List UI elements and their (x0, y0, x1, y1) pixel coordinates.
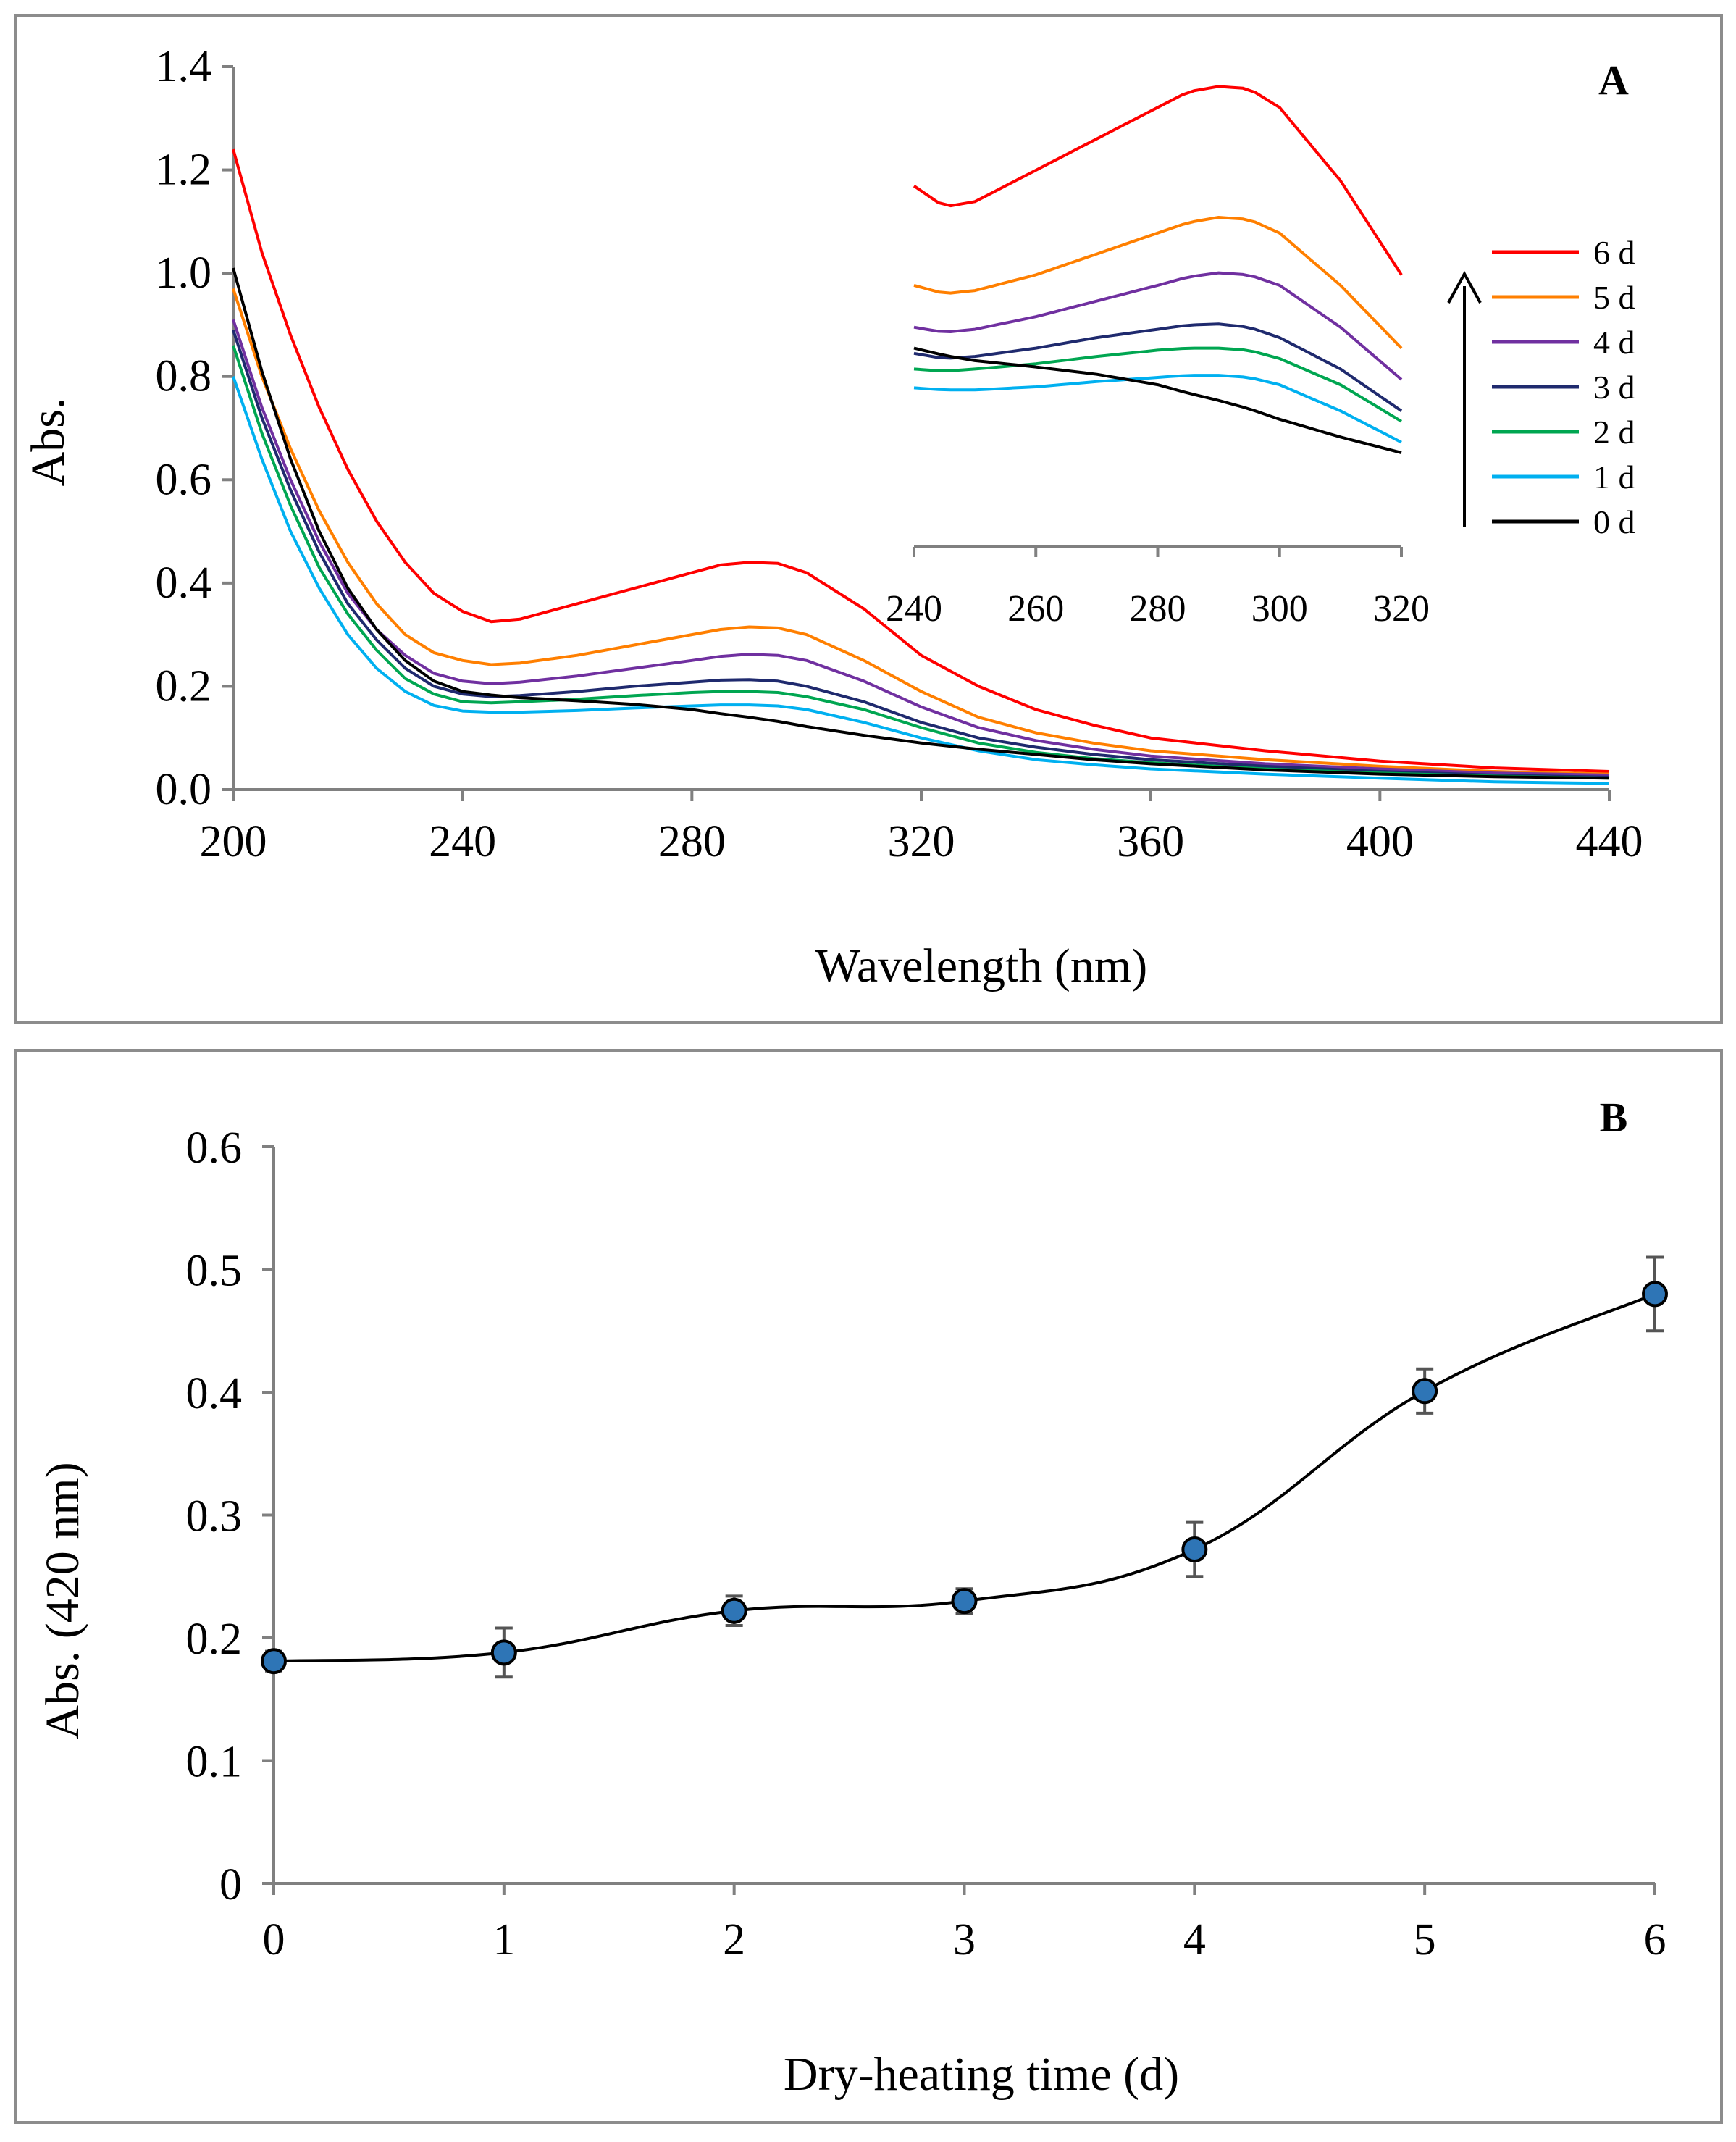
panel-a-y-tick-label: 0.2 (156, 661, 212, 711)
panel-a-series-line-4d (232, 319, 1610, 777)
panel-a-y-axis-title: Abs. (22, 398, 75, 487)
legend-label-4d: 4 d (1593, 324, 1635, 361)
legend-label-2d: 2 d (1593, 414, 1635, 451)
inset-series-line-0d (913, 346, 1402, 454)
panel-a-x-tick-label: 400 (1346, 817, 1414, 866)
panel-a-x-tick-label: 320 (888, 817, 955, 866)
panel-b-plot-area: 0 0.1 0.2 0.3 0.4 0.5 0.6 0 1 2 3 4 5 6 (186, 1124, 1668, 1965)
inset-x-tick-label: 240 (886, 588, 942, 629)
inset-series-line-2d (913, 346, 1403, 423)
legend-label-3d: 3 d (1593, 369, 1635, 406)
panel-b-y-axis-title: Abs. (420 nm) (36, 1462, 89, 1739)
inset-x-tick-label: 320 (1373, 588, 1430, 629)
panel-b-data-point (1642, 1281, 1668, 1308)
panel-b-frame (14, 1049, 1723, 2124)
panel-b-x-tick-label: 1 (492, 1915, 515, 1965)
panel-a-series-line-2d (232, 345, 1610, 780)
panel-a-series-line-3d (232, 329, 1610, 779)
panel-b: 0 0.1 0.2 0.3 0.4 0.5 0.6 0 1 2 3 4 5 6 B Dry-heating… (14, 1049, 1723, 2124)
panel-a-x-tick-label: 440 (1576, 817, 1643, 866)
panel-a-y-tick-label: 0.0 (156, 765, 212, 814)
panel-b-data-point (721, 1597, 747, 1624)
inset-series-line-4d (913, 271, 1403, 381)
panel-a-series-line-0d (232, 267, 1610, 780)
panel-a-y-tick-label: 1.0 (156, 248, 212, 298)
legend-label-6d: 6 d (1593, 234, 1635, 271)
panel-b-x-axis-title: Dry-heating time (d) (784, 2048, 1179, 2101)
panel-b-label: B (1600, 1094, 1628, 1141)
inset-x-tick-label: 260 (1007, 588, 1064, 629)
panel-b-y-tick-label: 0.3 (186, 1492, 243, 1541)
legend-label-0d: 0 d (1593, 503, 1635, 540)
panel-b-x-tick-label: 0 (263, 1915, 285, 1965)
panel-b-x-tick-label: 4 (1183, 1915, 1206, 1965)
panel-b-data-point (490, 1639, 517, 1666)
panel-a-inset: 240 260 280 300 320 (886, 85, 1430, 629)
panel-a-y-tick-label: 0.6 (156, 455, 212, 504)
panel-b-y-tick-label: 0.5 (186, 1247, 243, 1296)
panel-b-data-point (951, 1588, 978, 1615)
panel-b-y-tick-label: 0 (219, 1860, 242, 1909)
inset-series-line-3d (913, 322, 1403, 412)
panel-b-y-tick-label: 0.4 (186, 1369, 243, 1418)
panel-a-legend: 6 d 5 d 4 d 3 d 2 d 1 d 0 d (1447, 234, 1635, 540)
panel-a-x-tick-label: 360 (1117, 817, 1184, 866)
panel-a-x-tick-label: 200 (200, 817, 267, 866)
panel-b-data-point (1181, 1536, 1208, 1562)
panel-a-y-tick-label: 0.4 (156, 558, 212, 608)
panel-b-data-point (261, 1648, 287, 1675)
inset-x-tick-label: 280 (1130, 588, 1186, 629)
panel-a-frame (14, 14, 1723, 1024)
panel-a-x-axis-title: Wavelength (nm) (815, 940, 1147, 992)
panel-a-x-tick-label: 240 (429, 817, 496, 866)
panel-a-y-tick-label: 1.4 (156, 42, 212, 91)
panel-a-series-line-5d (232, 288, 1610, 776)
legend-arrow-head (1447, 270, 1482, 304)
panel-a-series-line-6d (232, 148, 1610, 773)
inset-series-line-1d (913, 374, 1402, 444)
panel-b-x-tick-label: 5 (1414, 1915, 1436, 1965)
panel-b-y-tick-label: 0.1 (186, 1738, 243, 1787)
panel-a: 0.0 0.2 0.4 0.6 0.8 1.0 1.2 1.4 200 240 280 320 360 4… (14, 14, 1723, 1024)
panel-a-y-tick-label: 0.8 (156, 352, 212, 401)
legend-label-1d: 1 d (1593, 459, 1635, 495)
inset-series-line-5d (913, 216, 1403, 349)
panel-b-data-point (1412, 1378, 1438, 1405)
panel-b-x-tick-label: 3 (953, 1915, 976, 1965)
panel-a-x-tick-label: 280 (658, 817, 726, 866)
panel-a-y-tick-label: 1.2 (156, 146, 212, 195)
legend-label-5d: 5 d (1593, 279, 1635, 316)
inset-series-line-6d (913, 85, 1403, 276)
panel-a-series-line-1d (232, 376, 1610, 785)
panel-b-y-tick-label: 0.2 (186, 1615, 243, 1664)
panel-a-label: A (1598, 57, 1629, 104)
panel-a-plot-area: 0.0 0.2 0.4 0.6 0.8 1.0 1.2 1.4 200 240 280 320 360 4… (156, 42, 1643, 866)
panel-b-y-tick-label: 0.6 (186, 1124, 243, 1173)
inset-x-tick-label: 300 (1251, 588, 1308, 629)
panel-b-x-tick-label: 6 (1644, 1915, 1666, 1965)
panel-b-x-tick-label: 2 (723, 1915, 745, 1965)
